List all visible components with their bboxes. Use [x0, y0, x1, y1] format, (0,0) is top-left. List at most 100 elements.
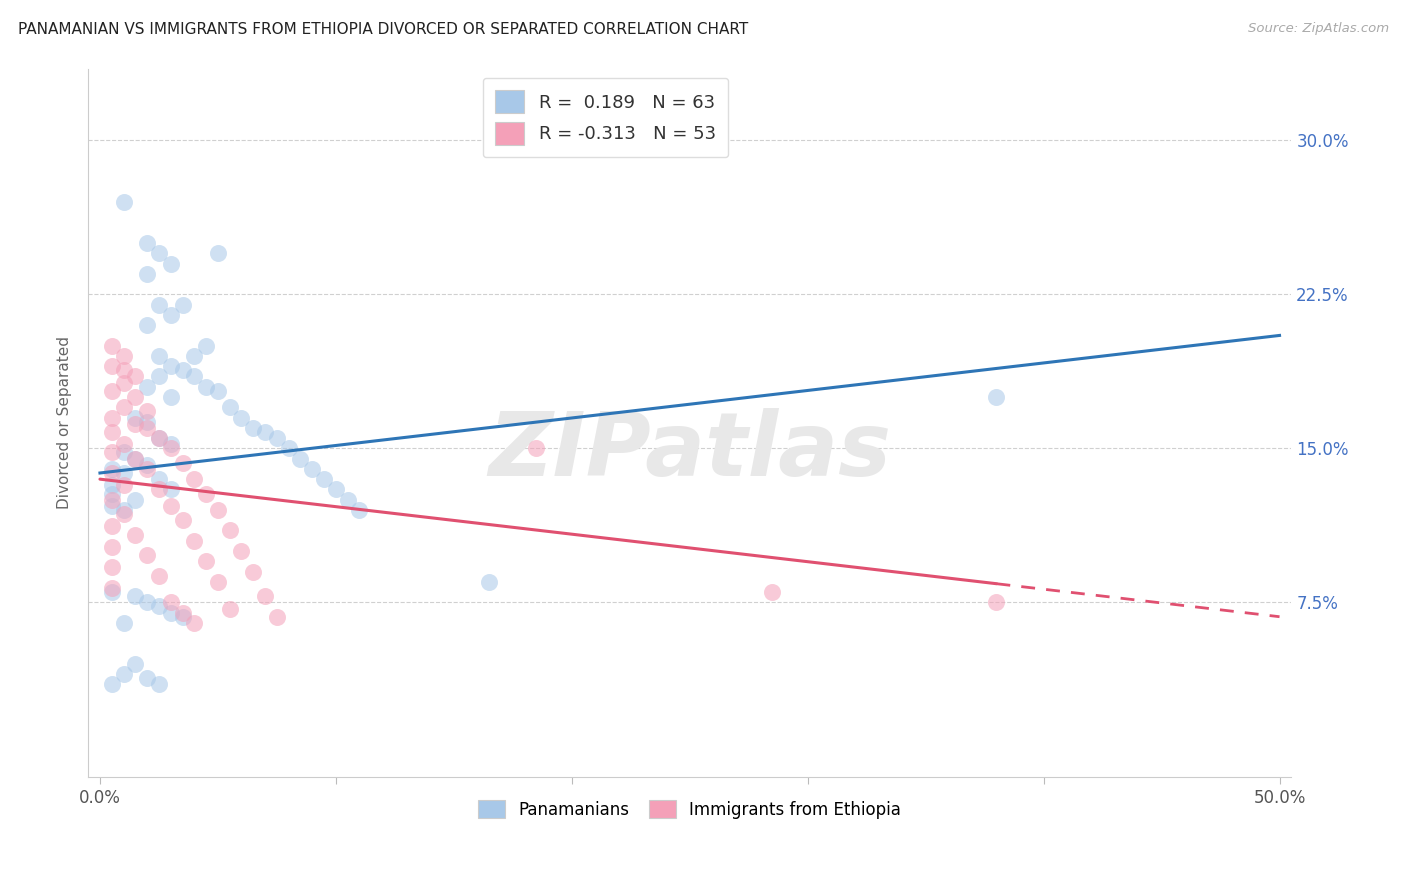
Point	[159, 390, 181, 404]
Point	[100, 540, 122, 554]
Point	[148, 483, 170, 497]
Point	[336, 492, 359, 507]
Point	[195, 486, 218, 500]
Point	[290, 451, 312, 466]
Point	[124, 657, 146, 671]
Point	[100, 462, 122, 476]
Point	[136, 671, 159, 685]
Point	[112, 466, 135, 480]
Point	[100, 466, 122, 480]
Point	[136, 421, 159, 435]
Point	[112, 349, 135, 363]
Point	[172, 609, 194, 624]
Point	[100, 581, 122, 595]
Point	[112, 478, 135, 492]
Point	[159, 359, 181, 374]
Point	[195, 380, 218, 394]
Point	[100, 425, 122, 439]
Point	[136, 318, 159, 333]
Point	[301, 462, 323, 476]
Point	[478, 574, 501, 589]
Point	[100, 519, 122, 533]
Point	[124, 369, 146, 384]
Point	[266, 609, 288, 624]
Point	[100, 478, 122, 492]
Point	[148, 246, 170, 260]
Point	[124, 589, 146, 603]
Point	[100, 359, 122, 374]
Point	[148, 369, 170, 384]
Point	[159, 442, 181, 456]
Point	[136, 458, 159, 472]
Point	[172, 456, 194, 470]
Point	[159, 483, 181, 497]
Point	[148, 349, 170, 363]
Point	[100, 499, 122, 513]
Y-axis label: Divorced or Separated: Divorced or Separated	[58, 336, 72, 509]
Point	[986, 595, 1008, 609]
Point	[124, 417, 146, 431]
Point	[183, 369, 205, 384]
Point	[325, 483, 347, 497]
Point	[242, 565, 264, 579]
Point	[100, 585, 122, 599]
Point	[136, 462, 159, 476]
Point	[100, 410, 122, 425]
Point	[172, 513, 194, 527]
Point	[254, 425, 277, 439]
Point	[207, 384, 229, 398]
Text: ZIPatlas: ZIPatlas	[488, 408, 891, 494]
Point	[159, 595, 181, 609]
Point	[218, 601, 240, 615]
Point	[986, 390, 1008, 404]
Point	[172, 606, 194, 620]
Point	[183, 349, 205, 363]
Point	[112, 615, 135, 630]
Point	[218, 524, 240, 538]
Point	[112, 401, 135, 415]
Point	[136, 415, 159, 429]
Point	[183, 472, 205, 486]
Point	[100, 486, 122, 500]
Point	[124, 527, 146, 541]
Point	[159, 256, 181, 270]
Point	[100, 560, 122, 574]
Point	[100, 384, 122, 398]
Point	[526, 442, 548, 456]
Point	[100, 339, 122, 353]
Point	[312, 472, 335, 486]
Point	[761, 585, 783, 599]
Point	[148, 298, 170, 312]
Legend: Panamanians, Immigrants from Ethiopia: Panamanians, Immigrants from Ethiopia	[471, 793, 908, 825]
Point	[172, 363, 194, 377]
Point	[136, 595, 159, 609]
Point	[195, 554, 218, 568]
Point	[112, 667, 135, 681]
Point	[124, 451, 146, 466]
Point	[136, 235, 159, 250]
Point	[124, 492, 146, 507]
Point	[277, 442, 299, 456]
Point	[136, 404, 159, 418]
Point	[183, 533, 205, 548]
Point	[231, 410, 253, 425]
Point	[148, 431, 170, 445]
Text: PANAMANIAN VS IMMIGRANTS FROM ETHIOPIA DIVORCED OR SEPARATED CORRELATION CHART: PANAMANIAN VS IMMIGRANTS FROM ETHIOPIA D…	[18, 22, 748, 37]
Point	[159, 308, 181, 322]
Point	[159, 437, 181, 451]
Point	[349, 503, 371, 517]
Point	[112, 437, 135, 451]
Point	[112, 503, 135, 517]
Point	[148, 431, 170, 445]
Point	[124, 390, 146, 404]
Point	[136, 267, 159, 281]
Point	[231, 544, 253, 558]
Point	[112, 194, 135, 209]
Point	[112, 376, 135, 390]
Point	[100, 677, 122, 691]
Point	[159, 606, 181, 620]
Point	[207, 246, 229, 260]
Point	[148, 568, 170, 582]
Point	[100, 445, 122, 459]
Point	[100, 492, 122, 507]
